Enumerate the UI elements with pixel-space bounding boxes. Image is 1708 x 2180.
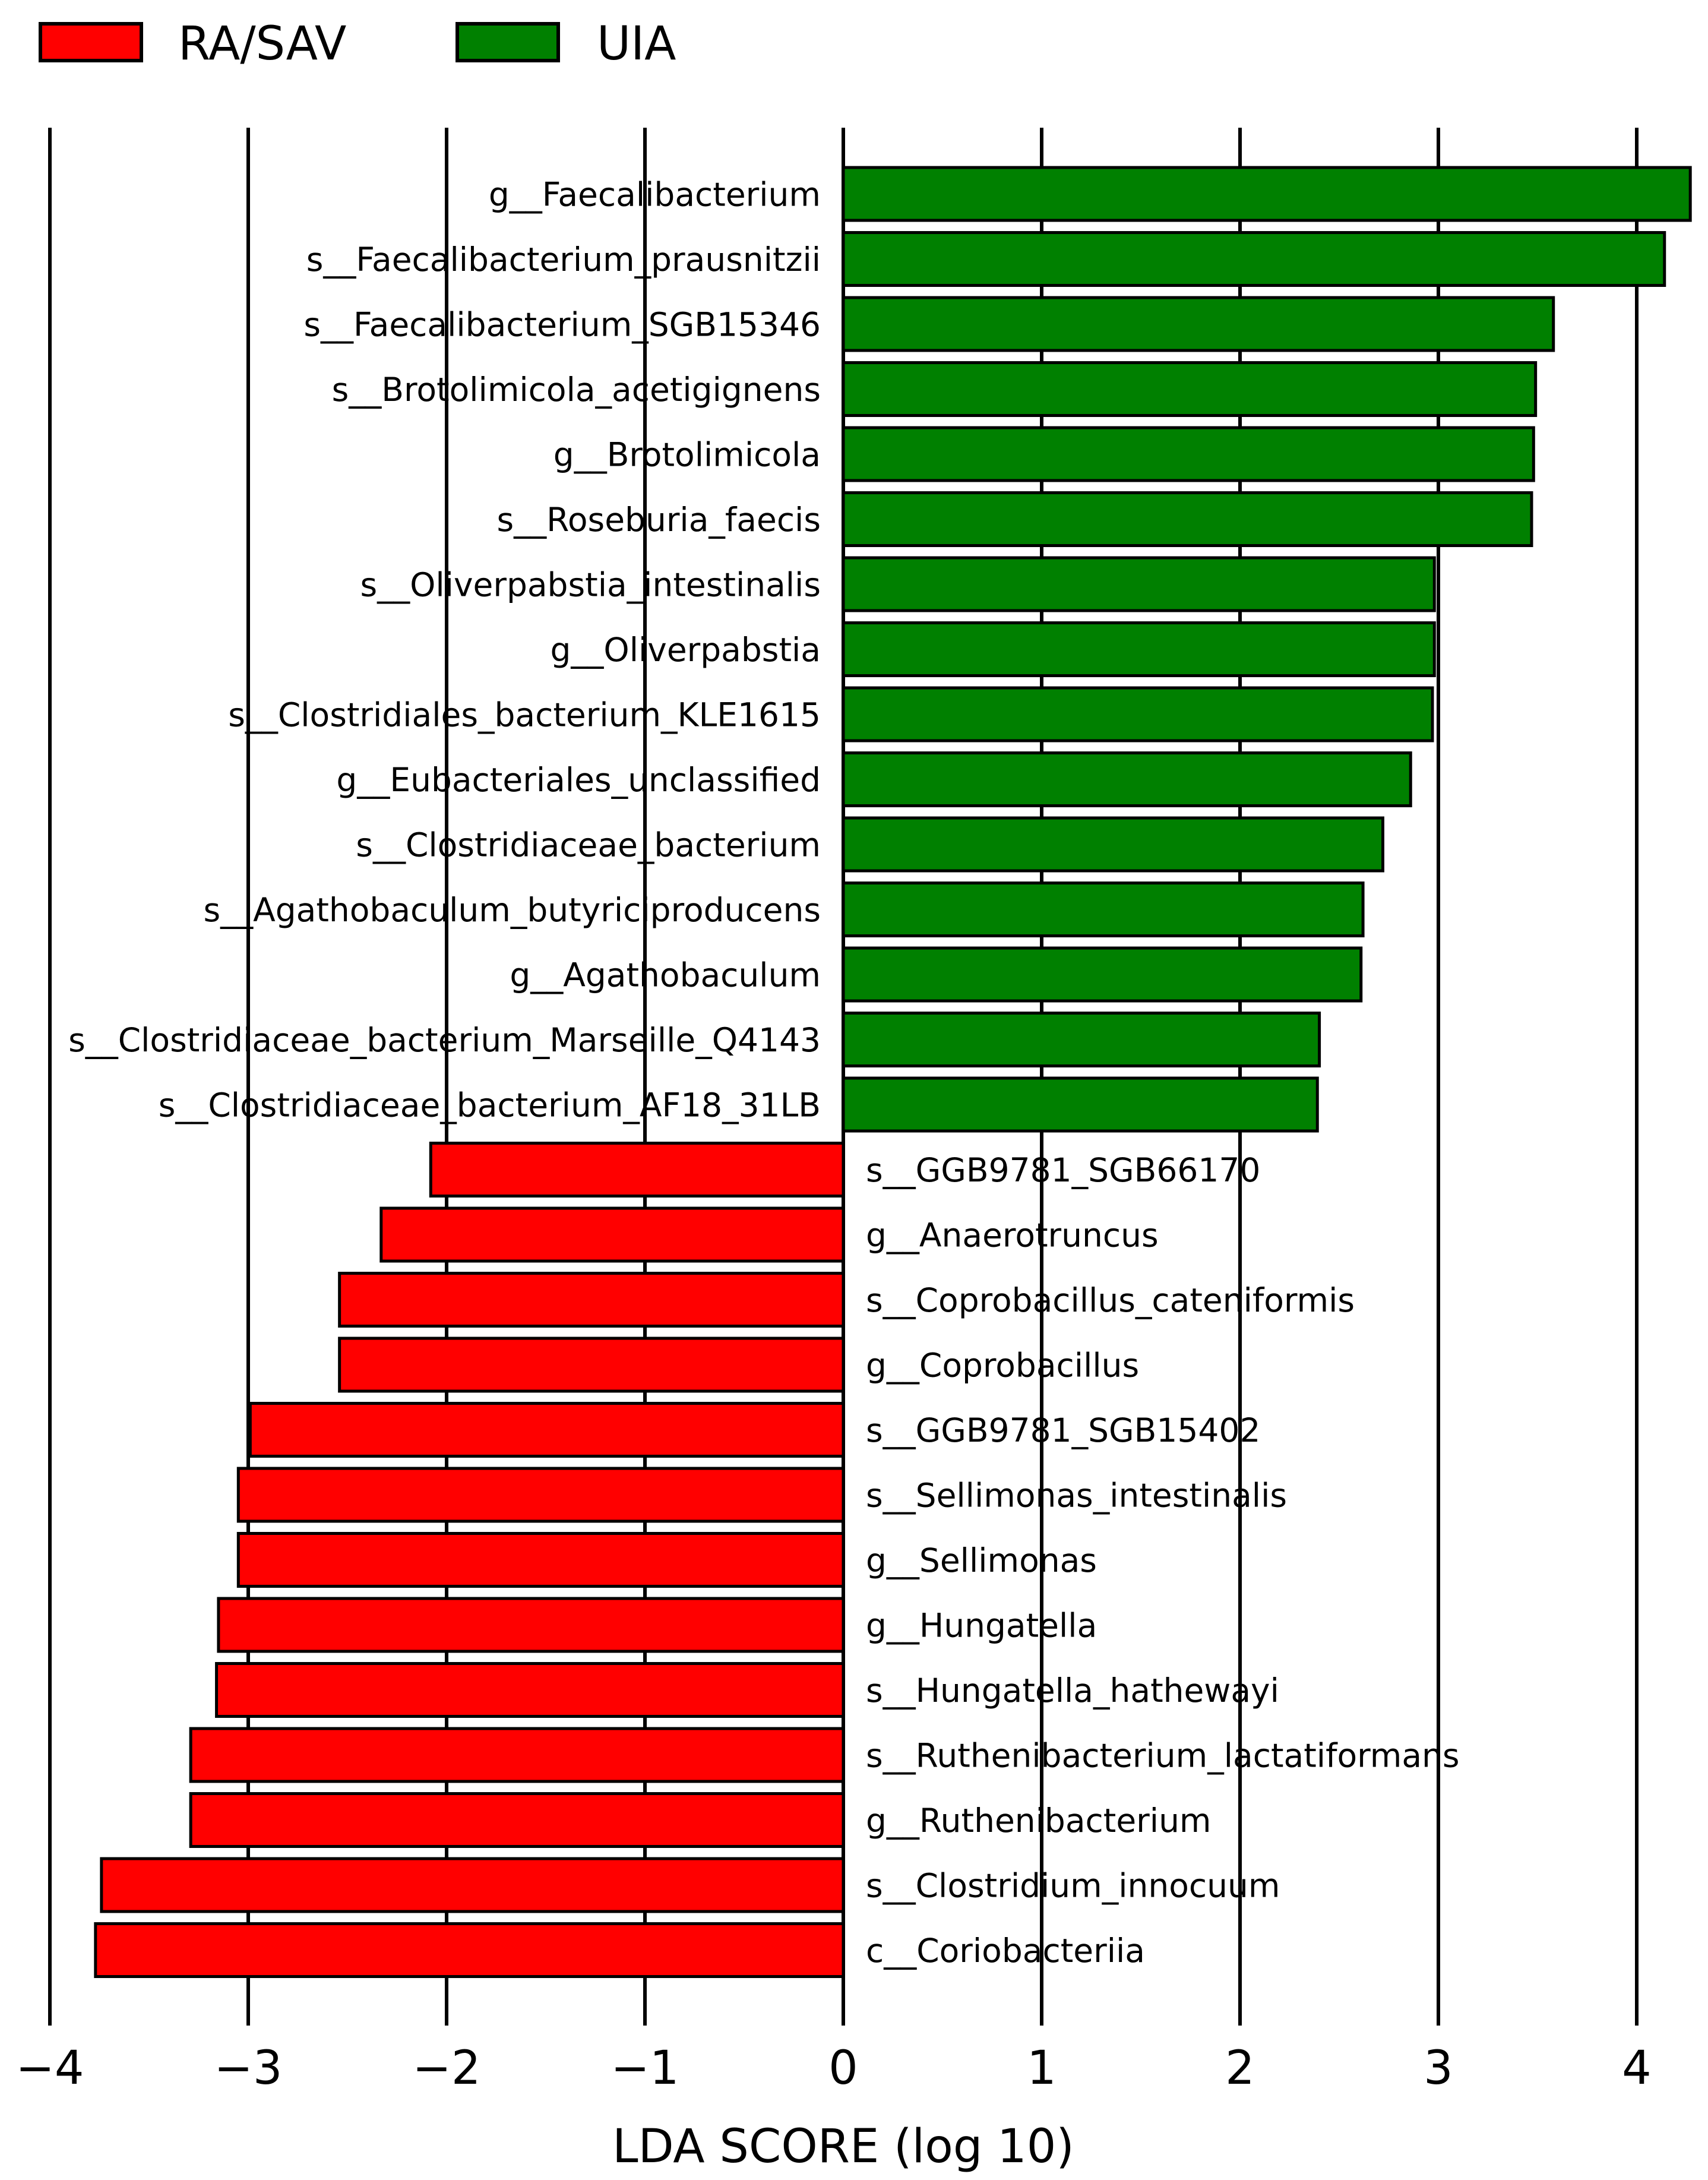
x-axis-title: LDA SCORE (log 10) <box>612 2120 1074 2173</box>
x-tick-label: 4 <box>1622 2042 1652 2095</box>
x-tick-label: −4 <box>16 2042 84 2095</box>
bar-s__GGB9781_SGB66170 <box>429 1142 845 1198</box>
bar-s__Brotolimicola_acetigignens <box>842 361 1538 417</box>
category-label: s__Coprobacillus_cateniformis <box>866 1281 1355 1319</box>
bar-g__Ruthenibacterium <box>189 1792 845 1848</box>
bar-s__Roseburia_faecis <box>842 491 1533 547</box>
category-label: g__Eubacteriales_unclassified <box>336 761 821 799</box>
category-label: g__Brotolimicola <box>553 436 821 474</box>
bar-g__Faecalibacterium <box>842 166 1692 222</box>
category-label: c__Coriobacteriia <box>866 1932 1145 1970</box>
x-axis-ticks: −4 −3 −2 −1 0 1 2 3 4 <box>16 2042 1652 2095</box>
bar-g__Eubacteriales_unclassified <box>842 751 1412 807</box>
legend: RA/SAV UIA <box>39 17 676 71</box>
category-label: s__Clostridiales_bacterium_KLE1615 <box>228 696 821 734</box>
category-label: g__Oliverpabstia <box>551 631 821 669</box>
bar-s__Sellimonas_intestinalis <box>236 1467 845 1523</box>
category-label: g__Hungatella <box>866 1607 1097 1645</box>
category-label: s__GGB9781_SGB15402 <box>866 1411 1260 1449</box>
category-label: s__Hungatella_hathewayi <box>866 1672 1279 1710</box>
bar-s__Clostridiales_bacterium_KLE1615 <box>842 686 1434 743</box>
category-label: s__Oliverpabstia_intestinalis <box>360 566 821 604</box>
bar-g__Coprobacillus <box>338 1337 845 1393</box>
bar-s__Hungatella_hathewayi <box>215 1662 845 1718</box>
x-tick-label: 0 <box>828 2042 858 2095</box>
bars <box>94 166 1692 1978</box>
bar-s__Faecalibacterium_prausnitzii <box>842 231 1666 287</box>
bar-g__Sellimonas <box>236 1532 845 1588</box>
category-label: s__Brotolimicola_acetigignens <box>332 371 821 409</box>
x-tick-label: −2 <box>413 2042 481 2095</box>
category-label: s__Sellimonas_intestinalis <box>866 1477 1287 1515</box>
bar-s__Agathobaculum_butyriciproducens <box>842 882 1365 937</box>
bar-s__Coprobacillus_cateniformis <box>338 1272 845 1328</box>
category-label: s__Faecalibacterium_prausnitzii <box>306 241 821 279</box>
bar-s__Ruthenibacterium_lactatiformans <box>189 1727 845 1783</box>
x-tick-label: −1 <box>611 2042 679 2095</box>
category-label: s__Clostridiaceae_bacterium_Marseille_Q4… <box>68 1021 821 1059</box>
bar-g__Oliverpabstia <box>842 621 1436 677</box>
category-label: s__Roseburia_faecis <box>497 501 821 539</box>
bar-g__Brotolimicola <box>842 426 1535 482</box>
bar-c__Coriobacteriia <box>94 1922 845 1978</box>
x-tick-label: 1 <box>1027 2042 1057 2095</box>
category-label: s__Agathobaculum_butyriciproducens <box>203 891 821 929</box>
category-label: s__Clostridium_innocuum <box>866 1867 1280 1905</box>
category-label: g__Coprobacillus <box>866 1347 1139 1385</box>
bar-s__Clostridiaceae_bacterium_Marseille_Q4143 <box>842 1012 1321 1067</box>
bar-s__Clostridiaceae_bacterium_AF18_31LB <box>842 1076 1319 1133</box>
bar-g__Hungatella <box>217 1597 845 1653</box>
bar-s__GGB9781_SGB15402 <box>248 1402 845 1458</box>
x-tick-label: −3 <box>214 2042 283 2095</box>
legend-label: UIA <box>597 17 676 71</box>
category-label: g__Agathobaculum <box>510 956 821 994</box>
legend-swatch <box>39 22 143 62</box>
category-labels: g__Faecalibacterium s__Faecalibacterium_p… <box>68 176 1459 1970</box>
category-label: s__GGB9781_SGB66170 <box>866 1151 1260 1189</box>
bar-g__Agathobaculum <box>842 946 1363 1003</box>
category-label: s__Clostridiaceae_bacterium_AF18_31LB <box>159 1086 821 1124</box>
bar-s__Clostridiaceae_bacterium <box>842 816 1384 873</box>
x-tick-label: 3 <box>1424 2042 1453 2095</box>
bar-s__Faecalibacterium_SGB15346 <box>842 296 1555 352</box>
legend-swatch <box>456 22 560 62</box>
category-label: g__Faecalibacterium <box>489 176 821 214</box>
category-label: s__Faecalibacterium_SGB15346 <box>303 306 821 344</box>
category-label: g__Sellimonas <box>866 1541 1097 1579</box>
category-label: g__Ruthenibacterium <box>866 1802 1212 1840</box>
category-label: s__Clostridiaceae_bacterium <box>356 826 821 864</box>
bar-g__Anaerotruncus <box>379 1206 845 1263</box>
category-label: s__Ruthenibacterium_lactatiformans <box>866 1737 1460 1775</box>
x-tick-label: 2 <box>1225 2042 1255 2095</box>
bar-s__Clostridium_innocuum <box>100 1857 845 1913</box>
category-label: g__Anaerotruncus <box>866 1217 1159 1255</box>
legend-label: RA/SAV <box>178 17 346 71</box>
bar-s__Oliverpabstia_intestinalis <box>842 556 1436 612</box>
